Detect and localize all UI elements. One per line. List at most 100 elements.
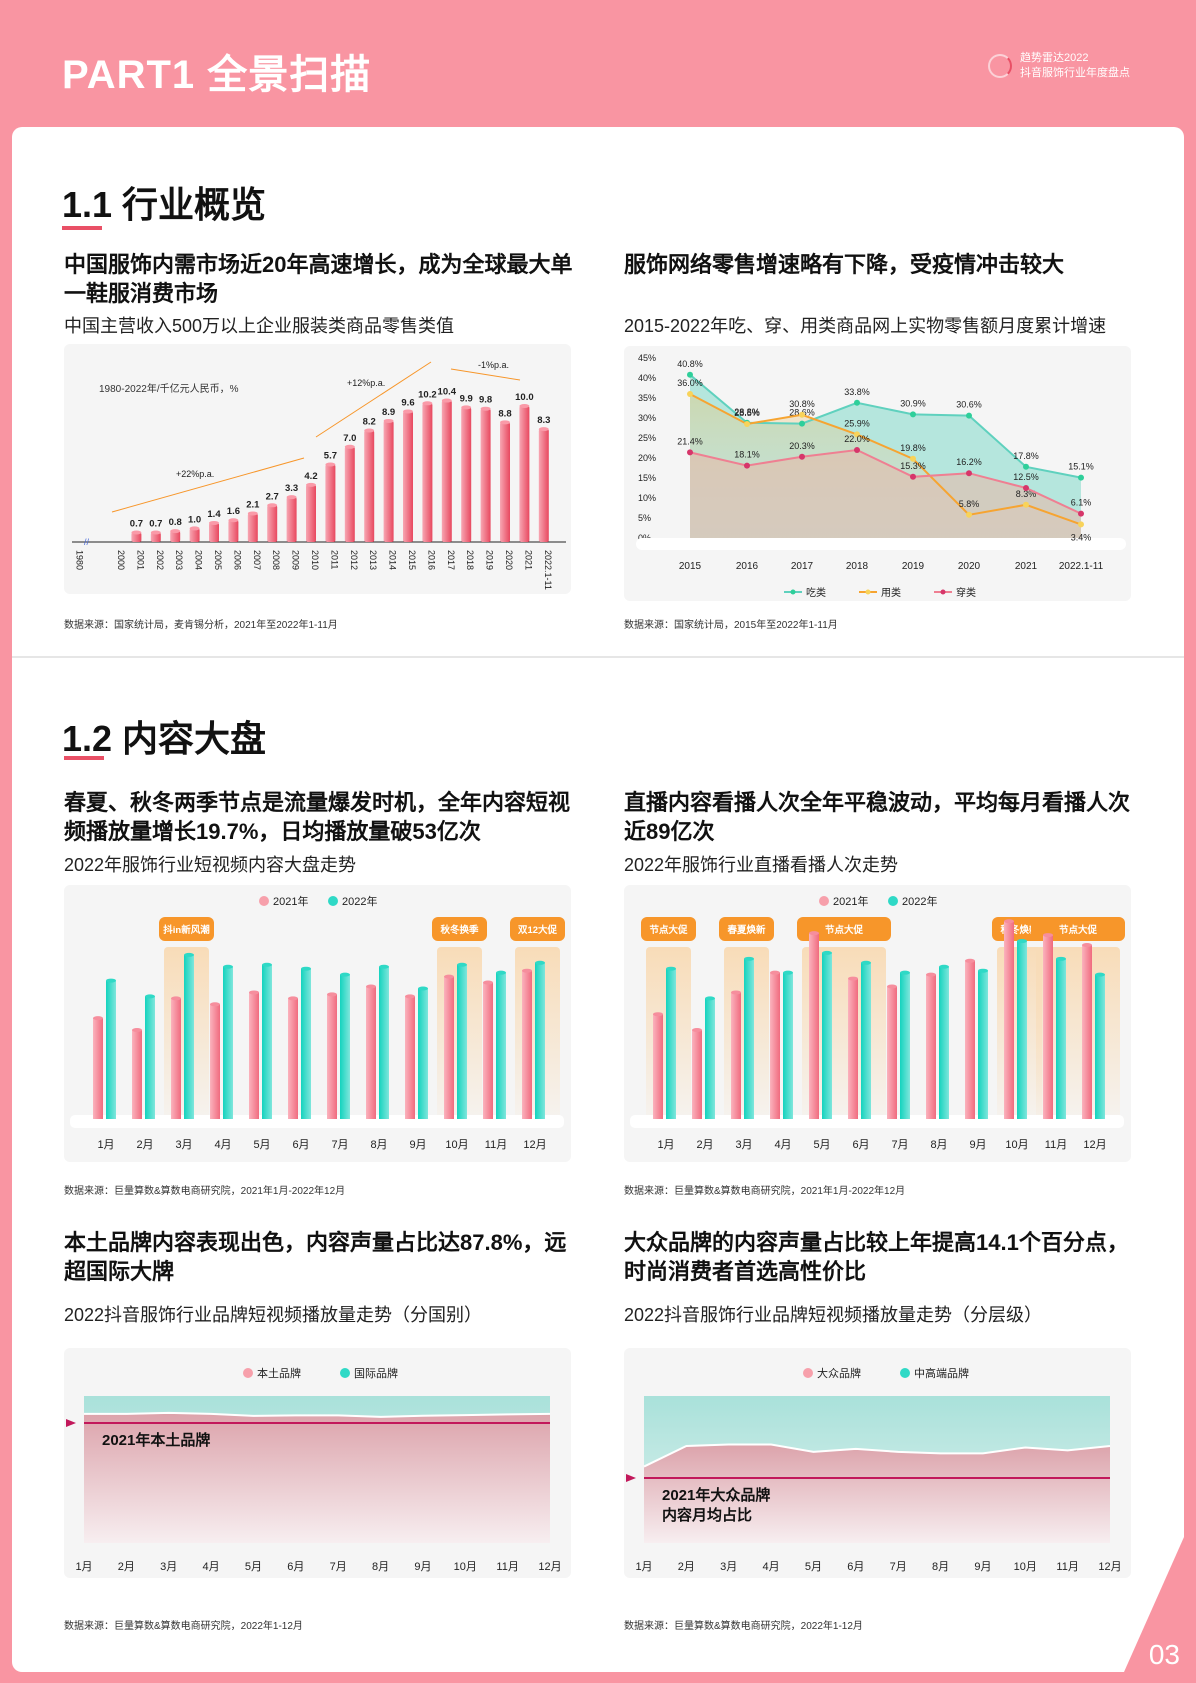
svg-text:22.0%: 22.0% <box>844 434 870 444</box>
chart-domestic-area: 本土品牌 国际品牌 2021年本土品牌 1月 2月 3月 4月 5月 6月 7月 8月 9月 10月 11… <box>64 1348 571 1578</box>
svg-text:10.0: 10.0 <box>515 392 534 403</box>
svg-text:15.1%: 15.1% <box>1068 462 1094 472</box>
svg-text:7月: 7月 <box>890 1561 907 1573</box>
svg-text:6月: 6月 <box>292 1139 309 1151</box>
headline-c4: 大众品牌的内容声量占比较上年提高14.1个百分点，时尚消费者首选高性价比 <box>624 1230 1129 1284</box>
section-divider <box>12 656 1184 658</box>
chart-shortvideo-bar: 2021年 2022年 抖in新风潮 秋冬换季 双12大促 1月 2月 3月 4月 5月 6月 7月 8… <box>64 885 571 1162</box>
svg-text:8.9: 8.9 <box>382 407 395 418</box>
svg-text:5月: 5月 <box>813 1139 830 1151</box>
svg-text:20%: 20% <box>638 453 656 463</box>
svg-text:2月: 2月 <box>118 1561 135 1573</box>
svg-text:10月: 10月 <box>1005 1139 1028 1151</box>
svg-text:2.1: 2.1 <box>246 499 260 510</box>
subtitle-c4: 2022抖音服饰行业品牌短视频播放量走势（分层级） <box>624 1305 1043 1325</box>
svg-text:2.7: 2.7 <box>266 491 279 502</box>
svg-text:2005: 2005 <box>213 550 223 570</box>
svg-text:1.0: 1.0 <box>188 514 201 525</box>
svg-text:45%: 45% <box>638 353 656 363</box>
svg-text:28.8%: 28.8% <box>734 407 760 417</box>
svg-text:11月: 11月 <box>1056 1561 1078 1573</box>
svg-text:2021年: 2021年 <box>273 894 308 908</box>
part-title: PART1 全景扫描 <box>62 53 372 97</box>
svg-text:吃类: 吃类 <box>806 586 826 599</box>
svg-text:1.6: 1.6 <box>227 506 240 517</box>
svg-text:2021: 2021 <box>1015 561 1038 572</box>
svg-text:+12%p.a.: +12%p.a. <box>347 378 385 388</box>
svg-text:2002: 2002 <box>155 550 165 570</box>
svg-text:10%: 10% <box>638 493 656 503</box>
svg-text:9.9: 9.9 <box>460 393 473 404</box>
svg-text:3.3: 3.3 <box>285 483 298 494</box>
svg-text:2015: 2015 <box>679 561 702 572</box>
svg-text:2019: 2019 <box>485 550 495 570</box>
svg-text:25.9%: 25.9% <box>844 418 870 428</box>
svg-text:8月: 8月 <box>370 1139 387 1151</box>
svg-text:-1%p.a.: -1%p.a. <box>478 360 509 370</box>
svg-text:40%: 40% <box>638 373 656 383</box>
source-note: 数据来源：国家统计局，2015年至2022年1-11月 <box>624 620 838 631</box>
brand-logo: 趋势雷达2022 抖音服饰行业年度盘点 <box>988 51 1130 81</box>
svg-text:2000: 2000 <box>116 550 126 570</box>
svg-text:7月: 7月 <box>331 1139 348 1151</box>
svg-text:3月: 3月 <box>160 1561 177 1573</box>
svg-text:6月: 6月 <box>847 1561 864 1573</box>
svg-text:1月: 1月 <box>635 1561 652 1573</box>
svg-text:节点大促: 节点大促 <box>825 924 864 936</box>
svg-text:9月: 9月 <box>409 1139 426 1151</box>
svg-text:18.1%: 18.1% <box>734 450 760 460</box>
svg-text:2021年本土品牌: 2021年本土品牌 <box>102 1431 210 1449</box>
svg-text:30%: 30% <box>638 413 656 423</box>
svg-text:12月: 12月 <box>523 1139 546 1151</box>
svg-text:4月: 4月 <box>214 1139 231 1151</box>
svg-text:10月: 10月 <box>454 1561 477 1573</box>
source-note: 数据来源：巨量算数&算数电商研究院，2021年1月-2022年12月 <box>624 1186 906 1197</box>
headline-c3: 本土品牌内容表现出色，内容声量占比达87.8%，远超国际大牌 <box>64 1230 567 1284</box>
svg-text:2004: 2004 <box>194 550 204 570</box>
svg-text:2011: 2011 <box>329 550 339 569</box>
subtitle-right: 2015-2022年吃、穿、用类商品网上实物零售额月度累计增速 <box>624 316 1107 336</box>
svg-text:2020: 2020 <box>504 550 514 570</box>
svg-text:2015: 2015 <box>407 550 417 570</box>
svg-text:10.2: 10.2 <box>418 389 437 400</box>
svg-text:3.4%: 3.4% <box>1071 532 1092 542</box>
svg-text:5.8%: 5.8% <box>959 499 980 509</box>
svg-text:10.4: 10.4 <box>438 387 457 398</box>
svg-text:1月: 1月 <box>657 1139 674 1151</box>
svg-text:5月: 5月 <box>245 1561 262 1573</box>
headline-c1: 春夏、秋冬两季节点是流量爆发时机，全年内容短视频播放量增长19.7%，日均播放量… <box>64 790 571 844</box>
svg-text:25%: 25% <box>638 433 656 443</box>
svg-text:2008: 2008 <box>271 550 281 570</box>
svg-text:2017: 2017 <box>791 561 814 572</box>
svg-text:4月: 4月 <box>774 1139 791 1151</box>
svg-text:2009: 2009 <box>291 550 301 570</box>
svg-text:大众品牌: 大众品牌 <box>817 1366 861 1380</box>
svg-text:6.1%: 6.1% <box>1071 498 1092 508</box>
svg-text:2022.1-11: 2022.1-11 <box>1059 561 1104 572</box>
svg-text:2016: 2016 <box>426 550 436 570</box>
svg-text:2018: 2018 <box>846 561 869 572</box>
svg-text:30.6%: 30.6% <box>956 400 982 410</box>
svg-text:2021: 2021 <box>523 550 533 570</box>
svg-text://: // <box>84 537 90 547</box>
chart-retail-bar: 1980-2022年/千亿元人民币，% // 1980 2000 2001 0.7 2002… <box>64 344 571 594</box>
svg-text:19.8%: 19.8% <box>900 443 926 453</box>
subtitle-left: 中国主营收入500万以上企业服装类商品零售类值 <box>64 316 455 336</box>
svg-text:12月: 12月 <box>538 1561 561 1573</box>
svg-text:33.8%: 33.8% <box>844 387 870 397</box>
svg-text:2月: 2月 <box>136 1139 153 1151</box>
svg-text:2021年: 2021年 <box>833 894 868 908</box>
svg-text:9月: 9月 <box>974 1561 991 1573</box>
svg-text:2003: 2003 <box>174 550 184 570</box>
source-note: 数据来源：国家统计局，麦肯锡分析，2021年至2022年1-11月 <box>64 620 338 631</box>
svg-text:12月: 12月 <box>1098 1561 1121 1573</box>
svg-text:2007: 2007 <box>252 550 262 570</box>
svg-text:1月: 1月 <box>75 1561 92 1573</box>
svg-text:内容月均占比: 内容月均占比 <box>662 1506 752 1524</box>
svg-text:2020: 2020 <box>958 561 981 572</box>
svg-text:8.3: 8.3 <box>537 415 550 426</box>
svg-text:11月: 11月 <box>1045 1139 1067 1151</box>
svg-text:5%: 5% <box>638 513 651 523</box>
svg-text:8月: 8月 <box>932 1561 949 1573</box>
svg-text:秋冬换季: 秋冬换季 <box>439 924 479 936</box>
